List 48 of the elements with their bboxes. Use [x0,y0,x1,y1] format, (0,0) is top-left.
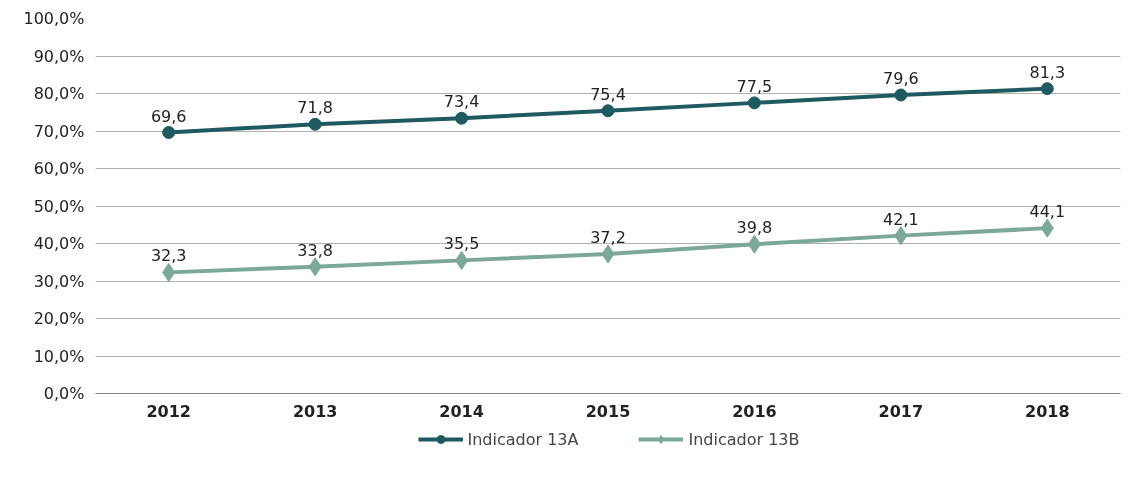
y-tick-label: 90,0% [33,46,85,66]
point [747,96,761,110]
x-tick-label: 2018 [1025,401,1070,421]
y-tick-label: 50,0% [33,196,85,216]
data-label: 35,5 [443,234,480,254]
x-tick-label: 2014 [439,401,484,421]
data-label: 81,3 [1029,62,1066,82]
y-tick-label: 70,0% [33,121,85,141]
point [1040,218,1054,238]
data-label: 79,6 [883,69,919,88]
y-tick-label: 60,0% [33,159,85,178]
point [455,250,469,270]
point [1040,82,1054,96]
point [162,262,176,282]
y-tick-label: 30,0% [33,271,85,291]
point [894,88,908,102]
data-label: 73,4 [443,92,480,112]
point [162,126,176,139]
y-tick-label: 40,0% [33,234,85,253]
x-tick-label: 2015 [585,401,631,421]
point [747,234,761,254]
x-tick-label: 2013 [292,401,338,421]
data-label: 39,8 [736,218,773,238]
data-label: 37,2 [590,228,626,247]
y-tick-label: 80,0% [33,84,85,103]
point [601,244,615,264]
point [894,226,908,246]
y-tick-label: 100,0% [23,9,85,28]
y-tick-label: 10,0% [33,346,85,366]
point [601,104,615,118]
x-tick-label: 2017 [878,401,924,421]
data-label: 44,1 [1029,202,1066,222]
data-label: 42,1 [883,209,919,229]
legend-label: Indicador 13B [688,429,800,449]
data-label: 75,4 [590,84,626,104]
legend-label: Indicador 13A [467,429,579,449]
point [308,257,322,277]
data-label: 33,8 [297,240,333,260]
data-label: 77,5 [736,76,773,96]
data-label: 69,6 [150,106,187,126]
data-label: 32,3 [150,246,187,266]
point [455,111,469,125]
y-tick-label: 0,0% [43,384,85,403]
x-tick-label: 2016 [732,401,777,421]
point [308,117,322,131]
data-label: 71,8 [297,98,333,118]
y-tick-label: 20,0% [33,309,85,328]
x-tick-label: 2012 [146,401,191,421]
